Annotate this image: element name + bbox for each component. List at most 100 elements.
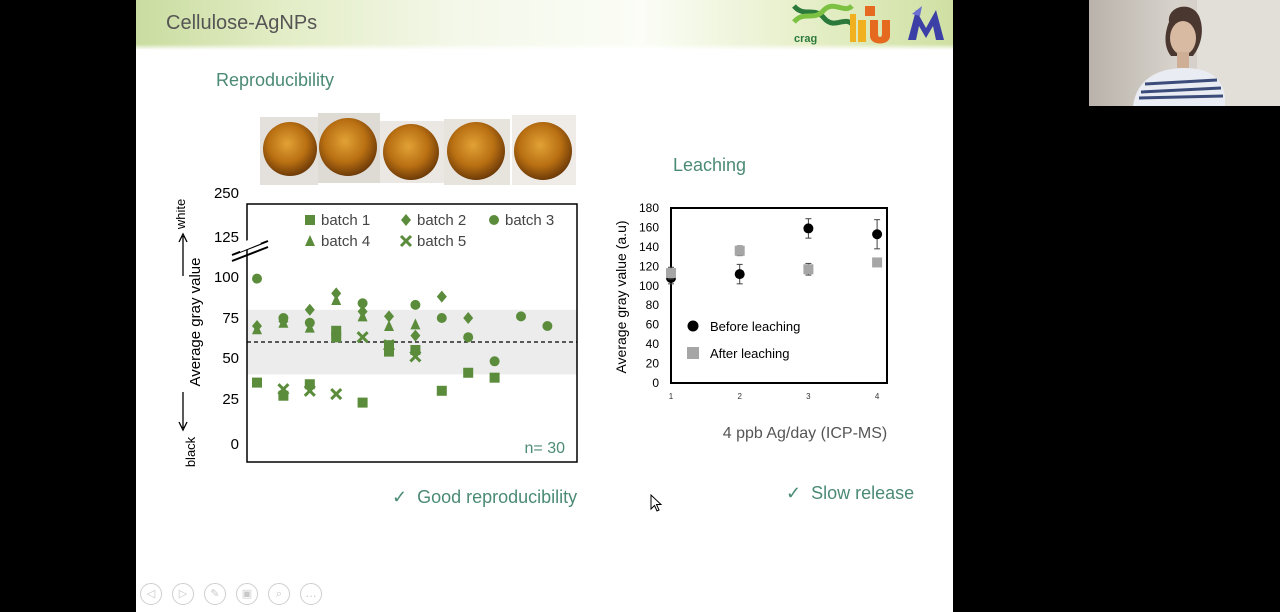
institute-logo — [908, 6, 944, 40]
data-point — [252, 273, 262, 284]
axis-break-icon — [231, 240, 269, 262]
axis-break-gap — [237, 236, 261, 252]
data-point — [410, 329, 421, 342]
data-point — [436, 385, 447, 396]
reproducibility-chart: 0 25 50 75 100 125 250 Average gray value white b… — [176, 185, 578, 467]
y-tick-label: 80 — [646, 298, 660, 312]
data-point — [666, 268, 676, 279]
legend-marker — [687, 347, 699, 359]
university-logo — [850, 6, 890, 44]
y-tick-label: 50 — [222, 350, 239, 367]
bead-photo-3 — [383, 124, 439, 180]
data-point — [489, 372, 500, 383]
partner-logos: crag — [792, 3, 944, 45]
data-point — [384, 310, 394, 323]
data-point — [803, 264, 814, 275]
y-tick-label: 100 — [214, 269, 239, 286]
data-point — [463, 332, 474, 343]
legend-marker — [489, 215, 499, 225]
y-tick-label: 0 — [231, 436, 239, 453]
y-tick-label: 100 — [639, 279, 659, 293]
x-tick-label: 4 — [875, 392, 880, 401]
data-point — [409, 350, 422, 363]
y-tick-label: 75 — [222, 310, 239, 327]
conclusion-slow-release: ✓ Slow release — [786, 483, 914, 504]
data-point — [382, 339, 396, 352]
y-axis-black-label: black — [183, 436, 198, 467]
y-tick-label: 20 — [646, 357, 660, 371]
slide: Cellulose-AgNPs crag Reproducibility Lea… — [136, 0, 953, 612]
x-tick-label: 1 — [669, 392, 674, 401]
check-icon: ✓ — [786, 483, 802, 503]
legend-marker — [687, 320, 699, 332]
data-point — [330, 388, 343, 401]
data-point — [436, 290, 447, 303]
legend-marker — [305, 235, 315, 246]
bead-photo-4 — [447, 122, 505, 180]
y-axis-label: Average gray value (a.u) — [613, 220, 629, 373]
previous-icon[interactable]: ◁ — [140, 583, 162, 605]
legend-label: batch 3 — [505, 212, 554, 229]
zoom-icon[interactable]: ⌕ — [268, 583, 290, 605]
data-point — [277, 383, 290, 396]
legend-marker — [399, 234, 413, 248]
data-point — [331, 287, 342, 300]
series-After-leaching: After leaching — [666, 245, 883, 361]
data-point — [331, 293, 342, 305]
y-tick-label: 60 — [646, 318, 660, 332]
conclusion-right-text: Slow release — [811, 483, 915, 503]
y-tick-label: 120 — [639, 259, 659, 273]
data-point — [303, 384, 316, 397]
data-point — [304, 303, 315, 316]
data-point — [463, 367, 474, 378]
data-point — [357, 310, 368, 322]
y-tick-label: 140 — [639, 240, 659, 254]
legend-marker — [401, 214, 411, 226]
series-batch-4: batch 4 — [252, 233, 421, 335]
data-point — [489, 356, 500, 367]
bead-photo-1 — [263, 122, 317, 176]
conclusion-good-reproducibility: ✓ Good reproducibility — [392, 487, 577, 508]
data-point — [872, 229, 883, 240]
check-icon: ✓ — [392, 487, 408, 507]
webcam-thumbnail — [1089, 0, 1280, 106]
data-point — [463, 312, 474, 324]
y-tick-label: 40 — [646, 337, 660, 351]
series-batch-3: batch 3 — [252, 212, 554, 367]
legend-label: After leaching — [710, 346, 790, 361]
series-batch-5: batch 5 — [277, 233, 466, 401]
y-tick-label: 125 — [214, 229, 239, 246]
legend-label: Before leaching — [710, 319, 800, 334]
x-tick-label: 3 — [806, 392, 811, 401]
slides-icon[interactable]: ▣ — [236, 583, 258, 605]
y-axis-label: Average gray value — [187, 258, 204, 387]
leaching-chart: 0 20 40 60 80 100 120 140 160 180 1 2 3 4 Average gray… — [613, 201, 888, 442]
next-icon[interactable]: ▷ — [172, 583, 194, 605]
presenter-video — [1133, 0, 1280, 106]
legend-label: batch 2 — [417, 212, 466, 229]
plot-frame — [246, 203, 578, 463]
data-point — [304, 321, 315, 333]
data-point — [357, 397, 368, 408]
data-point — [410, 299, 421, 310]
data-point — [410, 318, 421, 330]
y-tick-label: 160 — [639, 220, 659, 234]
crag-logo: crag — [792, 3, 854, 45]
up-arrow-icon — [178, 232, 188, 276]
data-point — [331, 332, 342, 343]
data-point — [436, 313, 447, 323]
more-icon[interactable]: … — [300, 583, 322, 605]
pen-icon[interactable]: ✎ — [204, 583, 226, 605]
bead-photo-5 — [514, 122, 572, 180]
y-tick-label: 25 — [222, 391, 239, 408]
plot-frame — [670, 207, 888, 384]
y-axis-white-label: white — [176, 199, 188, 230]
data-point — [357, 298, 368, 309]
y-tick-label: 250 — [214, 185, 239, 202]
presenter-controls: ◁ ▷ ✎ ▣ ⌕ … — [140, 583, 330, 607]
n-label: n= 30 — [525, 440, 566, 457]
data-point — [384, 346, 394, 357]
data-point — [516, 311, 526, 322]
series-batch-2: batch 2 — [252, 212, 474, 342]
crag-logo-text: crag — [794, 33, 817, 45]
